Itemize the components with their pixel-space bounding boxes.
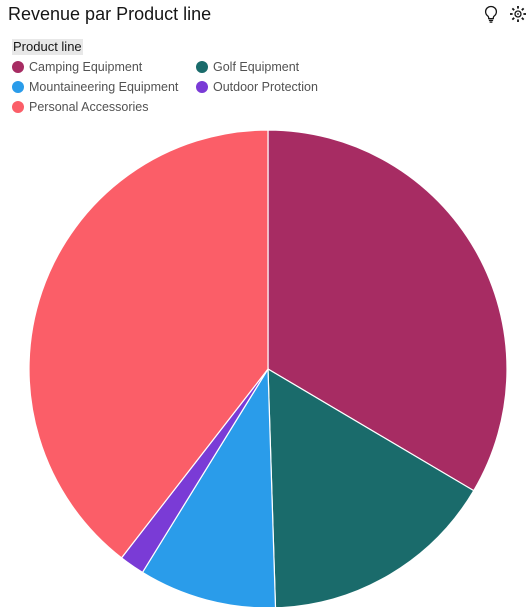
lightbulb-icon[interactable] [482, 4, 500, 24]
legend-swatch [12, 81, 24, 93]
legend-swatch [12, 101, 24, 113]
legend-item-camping-equipment[interactable]: Camping Equipment [12, 59, 192, 75]
legend-swatch [196, 61, 208, 73]
pie-slice-camping-equipment[interactable] [267, 129, 508, 492]
settings-icon[interactable] [509, 4, 527, 24]
legend-item-outdoor-protection[interactable]: Outdoor Protection [196, 79, 346, 95]
pie-slice-golf-equipment[interactable] [267, 367, 475, 607]
legend-label: Outdoor Protection [213, 80, 318, 94]
legend-title: Product line [12, 39, 83, 55]
legend-label: Personal Accessories [29, 100, 149, 114]
legend-swatch [196, 81, 208, 93]
legend-label: Mountaineering Equipment [29, 80, 179, 94]
pie-slice-mountaineering-equipment[interactable] [141, 366, 277, 607]
legend-label: Golf Equipment [213, 60, 300, 74]
chart-title: Revenue par Product line [8, 4, 212, 24]
legend-item-golf-equipment[interactable]: Golf Equipment [196, 59, 346, 75]
legend-item-mountaineering-equipment[interactable]: Mountaineering Equipment [12, 79, 192, 95]
legend-item-personal-accessories[interactable]: Personal Accessories [12, 99, 192, 115]
legend-swatch [12, 61, 24, 73]
pie-slice-personal-accessories[interactable] [28, 129, 269, 559]
chart-legend: Product line Camping Equipment Golf Equi… [12, 38, 352, 115]
legend-items: Camping Equipment Golf Equipment Mountai… [12, 59, 352, 115]
chart-toolbar [482, 4, 527, 24]
legend-label: Camping Equipment [29, 60, 143, 74]
